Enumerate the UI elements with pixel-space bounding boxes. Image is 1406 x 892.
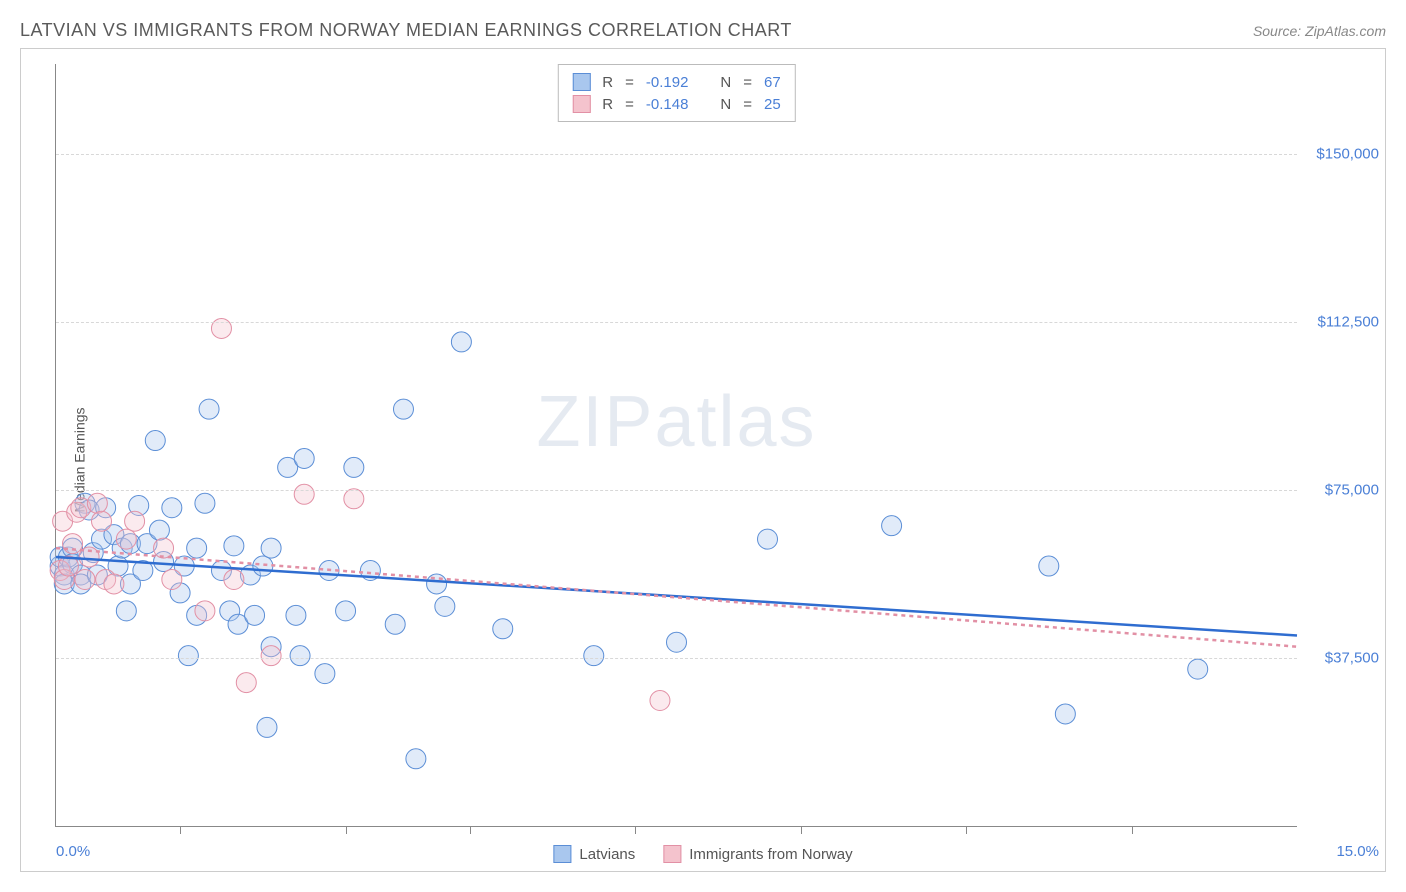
x-tick <box>635 826 636 834</box>
data-point <box>116 601 136 621</box>
data-point <box>758 529 778 549</box>
source-text: Source: ZipAtlas.com <box>1253 23 1386 39</box>
data-point <box>199 399 219 419</box>
data-point <box>92 511 112 531</box>
x-tick <box>1132 826 1133 834</box>
data-point <box>245 605 265 625</box>
legend-item-1: Latvians <box>553 845 635 863</box>
x-tick <box>801 826 802 834</box>
stat-n-value-1: 67 <box>764 74 781 91</box>
y-tick-label: $75,000 <box>1325 481 1379 498</box>
data-point <box>451 332 471 352</box>
grid-line <box>56 154 1297 155</box>
y-tick-label: $37,500 <box>1325 649 1379 666</box>
stat-eq: = <box>743 74 752 91</box>
legend-label-2: Immigrants from Norway <box>689 846 852 863</box>
data-point <box>406 749 426 769</box>
data-point <box>104 574 124 594</box>
data-point <box>236 673 256 693</box>
x-tick <box>346 826 347 834</box>
data-point <box>435 596 455 616</box>
legend-item-2: Immigrants from Norway <box>663 845 852 863</box>
stat-label-r: R <box>602 74 613 91</box>
grid-line <box>56 658 1297 659</box>
data-point <box>261 646 281 666</box>
data-point <box>882 516 902 536</box>
data-point <box>195 493 215 513</box>
data-point <box>385 614 405 634</box>
plot-area: ZIPatlas R = -0.192 N = 67 R = -0.148 N <box>55 64 1297 827</box>
data-point <box>162 498 182 518</box>
data-point <box>336 601 356 621</box>
data-point <box>187 538 207 558</box>
data-point <box>116 529 136 549</box>
y-tick-label: $112,500 <box>1318 313 1379 330</box>
data-point <box>195 601 215 621</box>
data-point <box>344 457 364 477</box>
data-point <box>87 493 107 513</box>
legend-swatch-2 <box>663 845 681 863</box>
x-axis-end-label: 15.0% <box>1336 843 1379 860</box>
data-point <box>224 536 244 556</box>
data-point <box>290 646 310 666</box>
stat-label-r: R <box>602 96 613 113</box>
x-axis-start-label: 0.0% <box>56 843 90 860</box>
data-point <box>1055 704 1075 724</box>
data-point <box>149 520 169 540</box>
data-point <box>125 511 145 531</box>
data-point <box>162 569 182 589</box>
stat-label-n: N <box>720 74 731 91</box>
stat-r-value-1: -0.192 <box>646 74 689 91</box>
data-point <box>294 484 314 504</box>
grid-line <box>56 490 1297 491</box>
data-point <box>75 569 95 589</box>
data-point <box>493 619 513 639</box>
data-point <box>261 538 281 558</box>
data-point <box>650 690 670 710</box>
data-point <box>224 569 244 589</box>
data-point <box>1039 556 1059 576</box>
data-point <box>294 448 314 468</box>
data-point <box>315 664 335 684</box>
swatch-series-2 <box>572 95 590 113</box>
legend-swatch-1 <box>553 845 571 863</box>
stat-label-n: N <box>720 96 731 113</box>
stats-row-series-1: R = -0.192 N = 67 <box>572 71 780 93</box>
data-point <box>427 574 447 594</box>
data-point <box>1188 659 1208 679</box>
data-point <box>667 632 687 652</box>
grid-line <box>56 322 1297 323</box>
chart-container: Median Earnings ZIPatlas R = -0.192 N = … <box>20 48 1386 872</box>
data-point <box>145 431 165 451</box>
bottom-legend: Latvians Immigrants from Norway <box>553 845 852 863</box>
data-point <box>253 556 273 576</box>
stat-n-value-2: 25 <box>764 96 781 113</box>
stat-eq: = <box>743 96 752 113</box>
data-point <box>257 717 277 737</box>
legend-label-1: Latvians <box>579 846 635 863</box>
stat-eq: = <box>625 96 634 113</box>
stats-row-series-2: R = -0.148 N = 25 <box>572 93 780 115</box>
data-point <box>344 489 364 509</box>
data-point <box>178 646 198 666</box>
stat-eq: = <box>625 74 634 91</box>
data-point <box>286 605 306 625</box>
x-tick <box>180 826 181 834</box>
stats-box: R = -0.192 N = 67 R = -0.148 N = 25 <box>557 64 795 122</box>
data-point <box>393 399 413 419</box>
y-tick-label: $150,000 <box>1316 145 1379 162</box>
x-tick <box>966 826 967 834</box>
chart-title: LATVIAN VS IMMIGRANTS FROM NORWAY MEDIAN… <box>20 20 792 41</box>
x-tick <box>470 826 471 834</box>
data-point <box>584 646 604 666</box>
swatch-series-1 <box>572 73 590 91</box>
data-point <box>154 538 174 558</box>
scatter-plot-svg <box>56 64 1297 826</box>
stat-r-value-2: -0.148 <box>646 96 689 113</box>
